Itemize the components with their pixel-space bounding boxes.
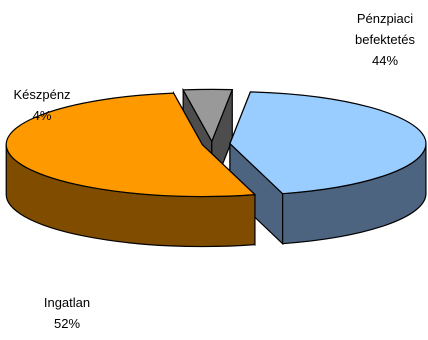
label-penzpiaci: Pénzpiaci befektetés 44%	[340, 8, 428, 71]
label-keszpenz-percent: 4%	[32, 108, 52, 123]
pie-slice-0-top	[229, 91, 427, 195]
label-penzpiaci-percent: 44%	[371, 53, 399, 68]
label-penzpiaci-line1: Pénzpiaci	[356, 11, 414, 26]
label-keszpenz: Készpénz 4%	[2, 84, 82, 126]
pie-slice-1-top	[5, 92, 257, 198]
label-ingatlan-line1: Ingatlan	[43, 295, 91, 310]
pie-slice-1	[5, 90, 257, 248]
pie-slice-2-top	[182, 88, 234, 143]
label-keszpenz-line1: Készpénz	[13, 87, 71, 102]
pie-slice-0	[229, 91, 427, 246]
label-penzpiaci-line2: befektetés	[355, 32, 415, 47]
label-ingatlan-percent: 52%	[53, 316, 81, 331]
label-ingatlan: Ingatlan 52%	[22, 292, 112, 334]
